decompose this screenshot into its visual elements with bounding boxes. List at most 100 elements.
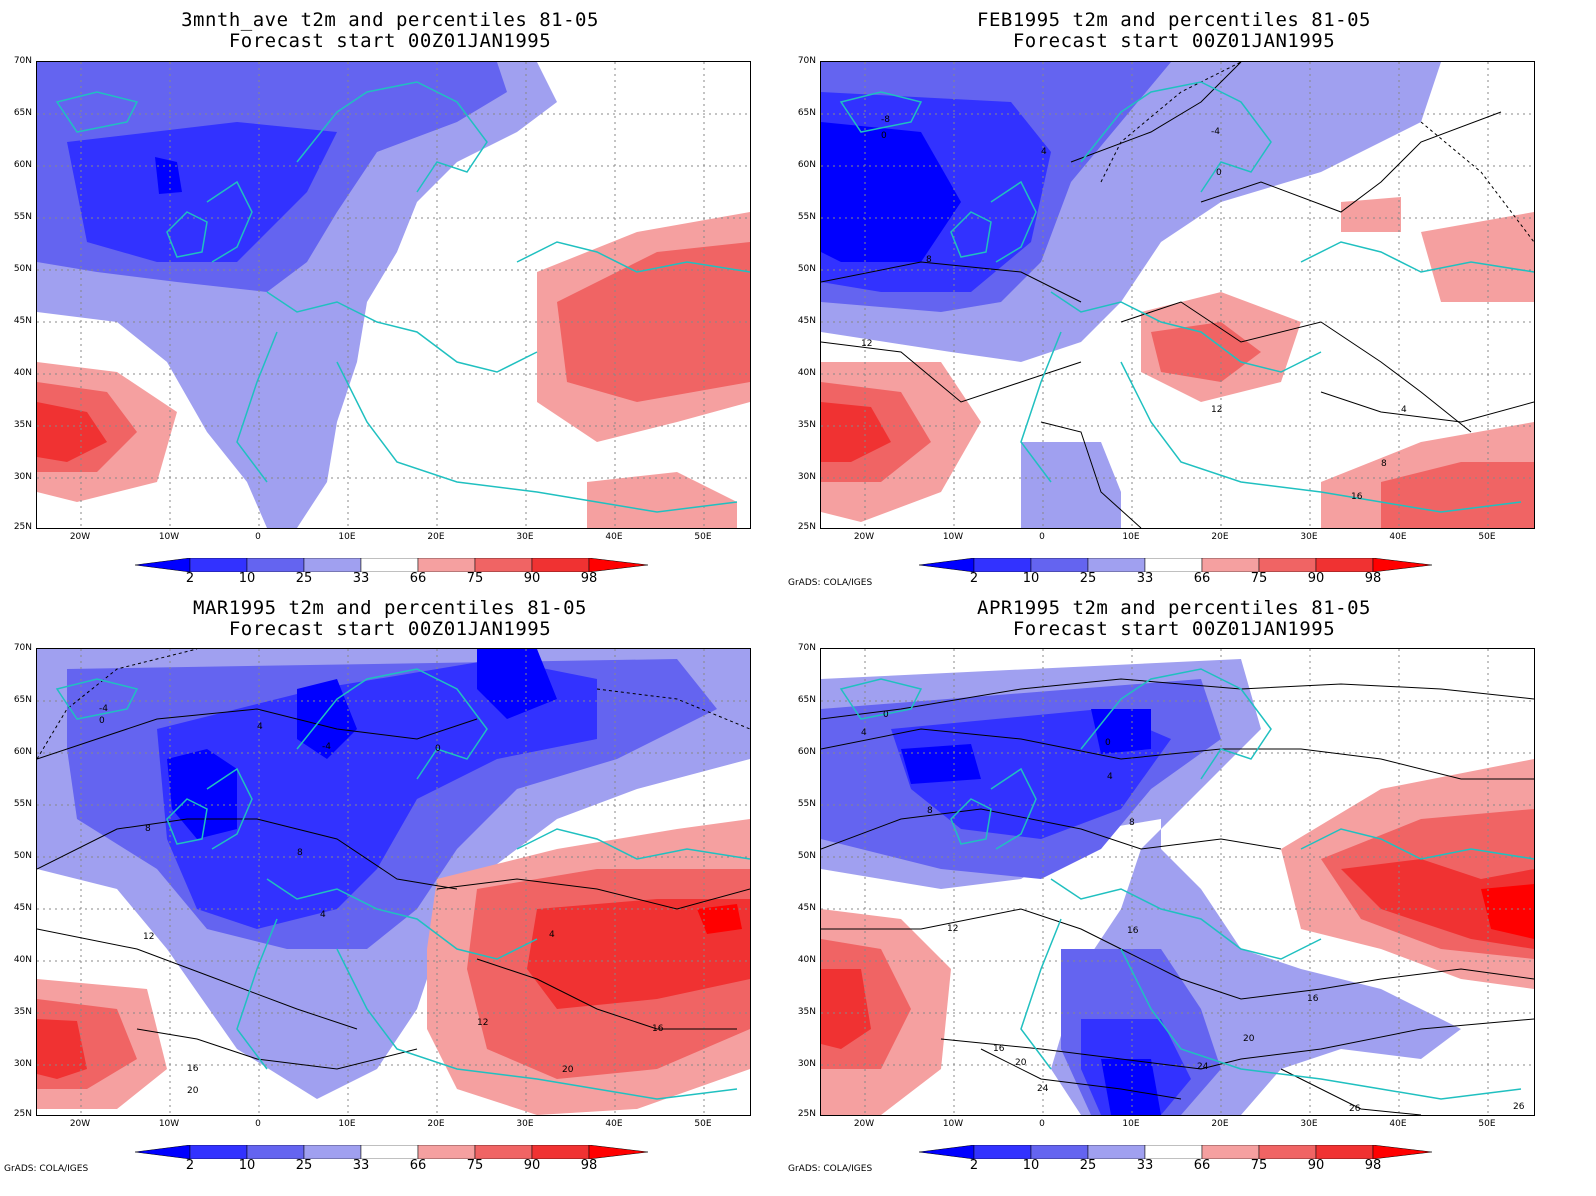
lat-label: 35N xyxy=(797,420,816,430)
contour-label: 0 xyxy=(1216,168,1222,178)
lat-label: 40N xyxy=(13,368,32,378)
colorbar-label: 25 xyxy=(295,1158,313,1173)
colorbar-label: 66 xyxy=(1193,1158,1211,1173)
colorbar-label: 25 xyxy=(1079,1158,1097,1173)
contour-label: 12 xyxy=(947,924,958,934)
panel-title-line2: Forecast start 00Z01JAN1995 xyxy=(228,618,552,640)
colorbar-label: 33 xyxy=(1136,571,1154,586)
contour-label: 12 xyxy=(143,932,154,942)
lat-label: 35N xyxy=(13,1007,32,1017)
colorbar-label: 98 xyxy=(580,1158,598,1173)
lat-label: 60N xyxy=(13,747,32,757)
contour-label: 8 xyxy=(926,255,932,265)
contour-label: 0 xyxy=(1105,738,1111,748)
lat-label: 45N xyxy=(13,903,32,913)
lat-label: 30N xyxy=(797,472,816,482)
colorbar-label: 90 xyxy=(1307,1158,1325,1173)
lat-label: 65N xyxy=(797,695,816,705)
colorbar-label: 75 xyxy=(466,571,484,586)
contour-label: 20 xyxy=(562,1065,574,1075)
panel-title-line2: Forecast start 00Z01JAN1995 xyxy=(1012,618,1336,640)
colorbar-label: 66 xyxy=(409,1158,427,1173)
contour-label: 8 xyxy=(927,806,933,816)
lon-label: 50E xyxy=(694,1119,712,1129)
contour-label: 0 xyxy=(883,710,889,720)
lat-label: 55N xyxy=(13,799,32,809)
lon-label: 50E xyxy=(1478,532,1496,542)
map-panel-4: APR1995 t2m and percentiles 81-05 Foreca… xyxy=(784,588,1564,1188)
lon-label: 50E xyxy=(694,532,712,542)
lon-label: 10E xyxy=(1122,532,1140,542)
contour-label: 24 xyxy=(1197,1062,1209,1072)
lat-label: 40N xyxy=(797,955,816,965)
colorbar-label: 33 xyxy=(1136,1158,1154,1173)
colorbar-label: 25 xyxy=(295,571,313,586)
colorbar-label: 66 xyxy=(1193,571,1211,586)
contour-label: 12 xyxy=(1211,405,1222,415)
lat-label: 50N xyxy=(13,851,32,861)
lat-label: 35N xyxy=(797,1007,816,1017)
lon-label: 20E xyxy=(427,532,445,542)
contour-label: 4 xyxy=(861,728,867,738)
contour-label: 16 xyxy=(1127,926,1139,936)
map-plot: 0 4 8 12 16 20 24 0 4 8 16 16 20 24 26 2… xyxy=(820,648,1535,1116)
lon-label: 40E xyxy=(1389,1119,1407,1129)
contour-label: 16 xyxy=(1307,994,1319,1004)
lat-label: 70N xyxy=(797,56,816,66)
lat-label: 70N xyxy=(13,643,32,653)
contour-label: 20 xyxy=(187,1086,199,1096)
colorbar-label: 66 xyxy=(409,571,427,586)
lat-label: 35N xyxy=(13,420,32,430)
lat-label: 30N xyxy=(797,1059,816,1069)
map-panel-2: FEB1995 t2m and percentiles 81-05 Foreca… xyxy=(784,0,1564,590)
lat-label: 30N xyxy=(13,472,32,482)
colorbar-label: 10 xyxy=(238,571,256,586)
lon-label: 0 xyxy=(1039,1119,1045,1129)
lat-label: 25N xyxy=(13,1109,32,1119)
lat-label: 45N xyxy=(13,316,32,326)
lat-label: 40N xyxy=(797,368,816,378)
lat-label: 40N xyxy=(13,955,32,965)
contour-label: 16 xyxy=(652,1024,664,1034)
lat-label: 65N xyxy=(797,108,816,118)
contour-label: 16 xyxy=(187,1064,199,1074)
percentile-field xyxy=(37,62,750,528)
contour-label: 0 xyxy=(881,131,887,141)
panel-title-line1: FEB1995 t2m and percentiles 81-05 xyxy=(977,9,1371,31)
lon-label: 10W xyxy=(942,1119,964,1129)
contour-label: 8 xyxy=(1129,818,1135,828)
contour-label: -4 xyxy=(1211,127,1220,137)
contour-label: 4 xyxy=(1401,405,1407,415)
lon-label: 40E xyxy=(605,1119,623,1129)
lat-label: 70N xyxy=(13,56,32,66)
colorbar: 2 10 25 33 66 75 90 98 xyxy=(918,557,1434,587)
contour-label: 24 xyxy=(1037,1084,1049,1094)
contour-label: 4 xyxy=(1107,772,1113,782)
lon-label: 20W xyxy=(69,532,91,542)
colorbar-label: 2 xyxy=(969,1158,979,1173)
panel-title-line1: 3mnth_ave t2m and percentiles 81-05 xyxy=(181,9,599,31)
map-plot xyxy=(36,61,751,529)
lat-label: 65N xyxy=(13,108,32,118)
lat-label: 65N xyxy=(13,695,32,705)
contour-label: 0 xyxy=(435,744,441,754)
lat-label: 70N xyxy=(797,643,816,653)
contour-label: 8 xyxy=(145,824,151,834)
lon-label: 20E xyxy=(427,1119,445,1129)
lat-label: 60N xyxy=(797,160,816,170)
contour-label: 4 xyxy=(320,910,326,920)
colorbar: 2 10 25 33 66 75 90 98 xyxy=(134,1144,650,1174)
contour-label: 26 xyxy=(1513,1102,1525,1112)
colorbar-swatches xyxy=(918,1144,1433,1160)
lon-label: 40E xyxy=(1389,532,1407,542)
colorbar-label: 10 xyxy=(238,1158,256,1173)
contour-label: 12 xyxy=(861,339,872,349)
percentile-field: -8 -4 0 4 8 12 12 16 0 8 4 xyxy=(821,62,1534,528)
map-plot: -4 0 4 8 12 16 20 -4 0 4 8 12 16 20 4 xyxy=(36,648,751,1116)
colorbar-swatches xyxy=(918,557,1433,573)
colorbar-label: 10 xyxy=(1022,1158,1040,1173)
lon-label: 50E xyxy=(1478,1119,1496,1129)
lon-label: 10E xyxy=(338,532,356,542)
contour-label: 0 xyxy=(99,716,105,726)
contour-label: 4 xyxy=(1041,147,1047,157)
